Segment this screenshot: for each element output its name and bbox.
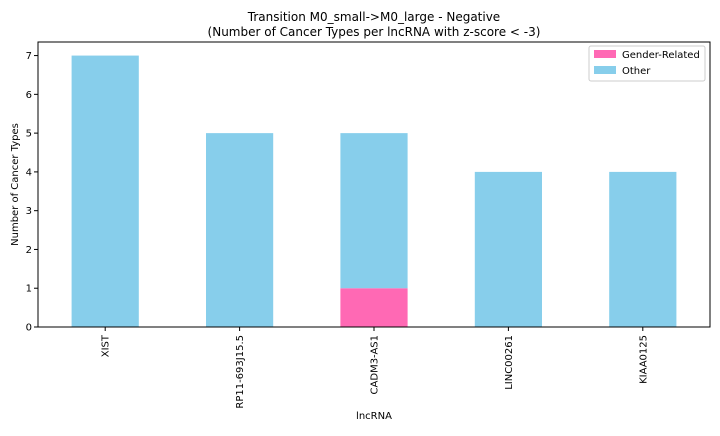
legend-label-other: Other [622, 66, 651, 77]
bar-other-xist [71, 55, 139, 327]
bar-other-linc00261 [474, 171, 542, 327]
legend: Gender-Related Other [588, 45, 706, 82]
x-tick-label-linc00261: LINC00261 [504, 335, 515, 390]
y-tick-label-5: 5 [26, 129, 32, 140]
y-tick-label-6: 6 [26, 90, 32, 101]
legend-box [588, 45, 706, 82]
y-tick-label-3: 3 [26, 206, 32, 217]
legend-swatch-other [594, 66, 616, 74]
legend-label-gender-related: Gender-Related [622, 50, 700, 61]
y-axis-label: Number of Cancer Types [10, 123, 21, 246]
y-tick-label-4: 4 [26, 167, 32, 178]
chart-title-line1: Transition M0_small->M0_large - Negative [247, 10, 500, 24]
x-tick-label-rp11-693j15-5: RP11-693J15.5 [235, 335, 246, 409]
legend-swatch-gender-related [594, 50, 616, 58]
bar-other-cadm3-as1 [340, 133, 408, 289]
y-tick-label-0: 0 [26, 323, 32, 334]
plot-frame [37, 41, 711, 328]
x-tick-label-cadm3-as1: CADM3-AS1 [370, 335, 381, 394]
x-tick-label-xist: XIST [101, 334, 112, 357]
x-axis-label: lncRNA [356, 411, 392, 422]
bar-other-kiaa0125 [609, 171, 677, 327]
y-tick-label-1: 1 [26, 284, 32, 295]
plot-area: XIST RP11-693J15.5 CADM3-AS1 LINC00261 KIAA0… [26, 51, 677, 409]
bar-gender-related-cadm3-as1 [340, 288, 408, 327]
bar-other-rp11-693j15-5 [206, 133, 274, 327]
y-tick-label-2: 2 [26, 245, 32, 256]
x-tick-label-kiaa0125: KIAA0125 [638, 335, 649, 384]
y-tick-label-7: 7 [26, 51, 32, 62]
chart-title-line2: (Number of Cancer Types per lncRNA with … [208, 25, 541, 39]
